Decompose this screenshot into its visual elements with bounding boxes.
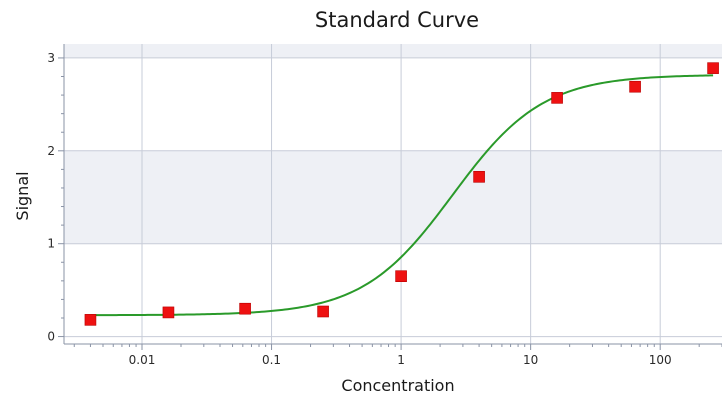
x-tick-label: 100 [649, 353, 672, 367]
data-points [84, 62, 719, 326]
data-point [239, 302, 251, 315]
chart-title: Standard Curve [315, 8, 479, 32]
plot-band [64, 150, 722, 244]
y-tick-label: 0 [47, 330, 55, 344]
tick-labels: 0.01 0.1 1 10 100 0 1 2 3 [47, 51, 671, 367]
plot-band [64, 44, 722, 58]
gridlines [64, 44, 722, 344]
data-point [707, 62, 719, 74]
x-tick-label: 10 [523, 353, 538, 367]
fit-curve-layer [90, 74, 714, 317]
data-point [473, 171, 485, 183]
y-tick-label: 2 [47, 144, 55, 158]
data-point [162, 306, 175, 319]
x-tick-label: 0.01 [129, 353, 156, 367]
x-axis-title: Concentration [341, 376, 454, 395]
data-point [629, 80, 641, 93]
y-axis-title: Signal [13, 171, 32, 220]
x-tick-label: 1 [397, 353, 405, 367]
plot-bands [64, 44, 722, 244]
data-point [84, 314, 97, 326]
fit-curve [90, 74, 714, 317]
data-point [551, 92, 563, 104]
x-tick-label: 0.1 [262, 353, 281, 367]
data-point [395, 270, 407, 282]
axes [58, 44, 722, 350]
y-tick-label: 3 [47, 51, 55, 65]
y-tick-label: 1 [47, 237, 55, 251]
data-point [317, 305, 329, 318]
